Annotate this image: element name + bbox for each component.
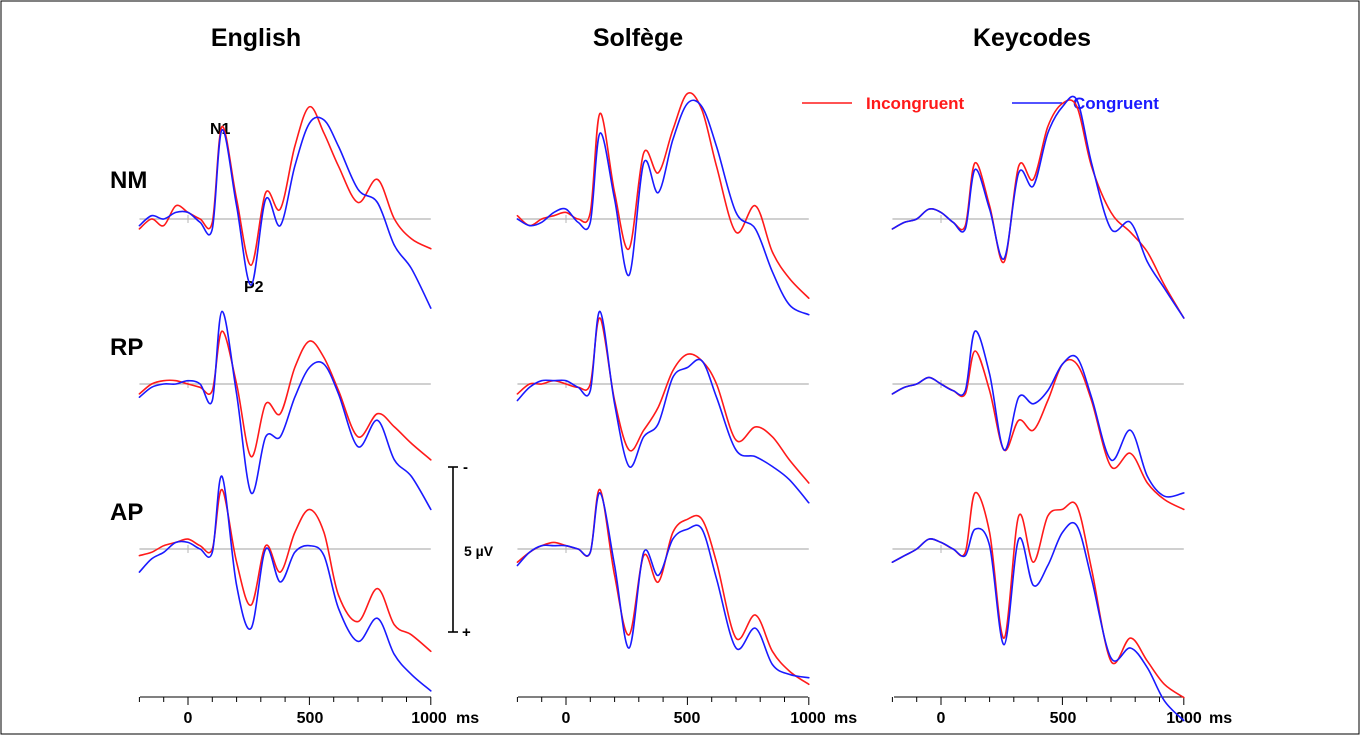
x-tick-label-1000: 1000 (790, 710, 826, 727)
x-unit-label: ms (456, 710, 479, 727)
congruent-trace (138, 116, 432, 309)
panel-solfege-nm (516, 92, 810, 316)
panel-keycodes-rp (891, 330, 1185, 511)
scale-bar-label: 5 µV (464, 543, 494, 559)
x-tick-label-500: 500 (674, 710, 701, 727)
congruent-trace (138, 310, 432, 511)
x-tick-label-1000: 1000 (1166, 710, 1202, 727)
panel-solfege-rp (516, 310, 810, 504)
congruent-trace (138, 475, 432, 692)
panel-english-ap (138, 475, 432, 692)
erp-traces (138, 92, 1185, 722)
incongruent-trace (138, 105, 432, 267)
panel-keycodes-ap (891, 491, 1185, 722)
row-label-ap: AP (110, 499, 143, 526)
x-tick-label-500: 500 (1050, 710, 1077, 727)
incongruent-trace (516, 92, 810, 299)
panel-keycodes-nm (891, 95, 1185, 319)
x-tick-label-1000: 1000 (411, 710, 447, 727)
row-label-nm: NM (110, 167, 147, 194)
x-axis-solfege: 0 500 1000 ms (516, 696, 857, 727)
congruent-trace (516, 310, 810, 504)
x-tick-label-0: 0 (184, 710, 193, 727)
legend-congruent-label: Congruent (1073, 94, 1159, 113)
congruent-trace (891, 95, 1185, 319)
x-axis-english: 0 500 1000 ms (138, 696, 479, 727)
x-tick-label-0: 0 (937, 710, 946, 727)
x-axis-ticks (891, 697, 1185, 705)
row-label-rp: RP (110, 334, 143, 361)
legend: Incongruent Congruent (802, 94, 1159, 113)
x-axis-ticks (138, 697, 432, 705)
column-title-english: English (211, 24, 301, 52)
scale-bar-positive-sign: + (462, 624, 471, 641)
incongruent-trace (516, 317, 810, 484)
scale-bar: - + 5 µV (448, 459, 494, 641)
scale-bar-negative-sign: - (463, 459, 468, 476)
congruent-trace (516, 492, 810, 679)
congruent-trace (891, 330, 1185, 498)
peak-label-p2: P2 (244, 279, 264, 296)
x-axis-keycodes: 0 500 1000 ms (891, 696, 1232, 727)
panel-english-nm (138, 105, 432, 309)
congruent-trace (516, 99, 810, 316)
column-title-keycodes: Keycodes (973, 24, 1091, 52)
legend-incongruent-label: Incongruent (866, 94, 965, 113)
x-tick-label-500: 500 (297, 710, 324, 727)
x-unit-label: ms (1209, 710, 1232, 727)
column-title-solfege: Solfège (593, 24, 683, 52)
incongruent-trace (138, 330, 432, 461)
x-unit-label: ms (834, 710, 857, 727)
panel-solfege-ap (516, 488, 810, 686)
x-tick-label-0: 0 (562, 710, 571, 727)
panel-english-rp (138, 310, 432, 511)
x-axis-ticks (516, 697, 810, 705)
congruent-trace (891, 521, 1185, 722)
